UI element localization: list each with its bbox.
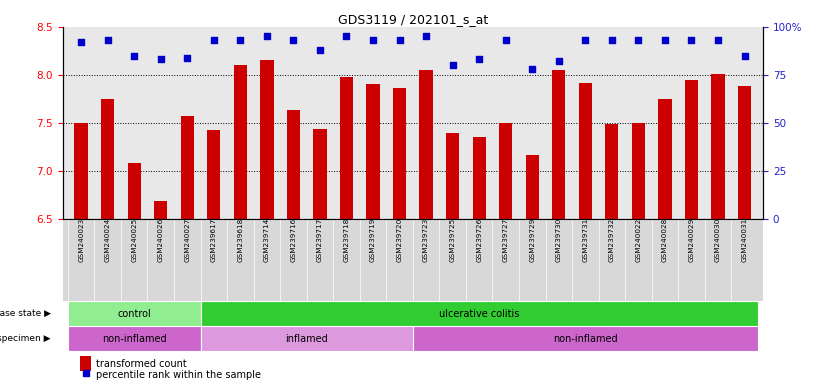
Bar bbox=[128, 163, 141, 219]
Point bbox=[631, 37, 645, 43]
Bar bbox=[413, 326, 758, 351]
Point bbox=[154, 56, 168, 63]
Point bbox=[287, 37, 300, 43]
Title: GDS3119 / 202101_s_at: GDS3119 / 202101_s_at bbox=[338, 13, 488, 26]
Point bbox=[314, 47, 327, 53]
Text: non-inflamed: non-inflamed bbox=[102, 334, 167, 344]
Text: specimen ▶: specimen ▶ bbox=[0, 334, 51, 343]
Bar bbox=[68, 301, 200, 326]
Point bbox=[525, 66, 539, 72]
Point bbox=[473, 56, 486, 63]
Text: non-inflamed: non-inflamed bbox=[553, 334, 618, 344]
Point bbox=[393, 37, 406, 43]
Point bbox=[579, 37, 592, 43]
Bar bbox=[207, 131, 220, 219]
Text: inflamed: inflamed bbox=[285, 334, 328, 344]
Point bbox=[499, 37, 512, 43]
Point bbox=[101, 37, 114, 43]
Text: transformed count: transformed count bbox=[96, 359, 187, 369]
Text: disease state ▶: disease state ▶ bbox=[0, 309, 51, 318]
Bar bbox=[711, 74, 725, 219]
Bar bbox=[366, 84, 379, 219]
Text: percentile rank within the sample: percentile rank within the sample bbox=[96, 370, 261, 380]
Bar bbox=[200, 301, 758, 326]
Bar bbox=[632, 123, 645, 219]
Bar bbox=[314, 129, 327, 219]
Point bbox=[128, 53, 141, 59]
Bar bbox=[525, 156, 539, 219]
Point bbox=[234, 37, 247, 43]
Bar bbox=[393, 88, 406, 219]
Bar bbox=[579, 83, 592, 219]
Point bbox=[207, 37, 220, 43]
Text: control: control bbox=[118, 308, 151, 318]
Bar bbox=[420, 70, 433, 219]
Bar bbox=[340, 77, 353, 219]
Point bbox=[446, 62, 460, 68]
Point bbox=[605, 37, 619, 43]
Point bbox=[79, 369, 93, 376]
Point bbox=[339, 33, 353, 40]
Point bbox=[181, 55, 194, 61]
Point bbox=[366, 37, 379, 43]
Bar bbox=[658, 99, 671, 219]
Bar bbox=[552, 70, 565, 219]
Bar bbox=[74, 123, 88, 219]
Point bbox=[260, 33, 274, 40]
Bar bbox=[68, 326, 200, 351]
Bar bbox=[80, 356, 91, 371]
Bar bbox=[260, 60, 274, 219]
Point bbox=[658, 37, 671, 43]
Bar bbox=[200, 326, 413, 351]
Point bbox=[711, 37, 725, 43]
Bar bbox=[738, 86, 751, 219]
Bar bbox=[287, 110, 300, 219]
Point bbox=[685, 37, 698, 43]
Bar bbox=[154, 202, 168, 219]
Point bbox=[74, 39, 88, 45]
Point bbox=[738, 53, 751, 59]
Bar bbox=[499, 123, 512, 219]
Bar bbox=[101, 99, 114, 219]
Bar bbox=[234, 65, 247, 219]
Point bbox=[552, 58, 565, 65]
Bar bbox=[685, 79, 698, 219]
Point bbox=[420, 33, 433, 40]
Bar bbox=[446, 133, 460, 219]
Text: ulcerative colitis: ulcerative colitis bbox=[439, 308, 520, 318]
Bar bbox=[181, 116, 193, 219]
Bar bbox=[605, 124, 619, 219]
Bar bbox=[473, 137, 485, 219]
